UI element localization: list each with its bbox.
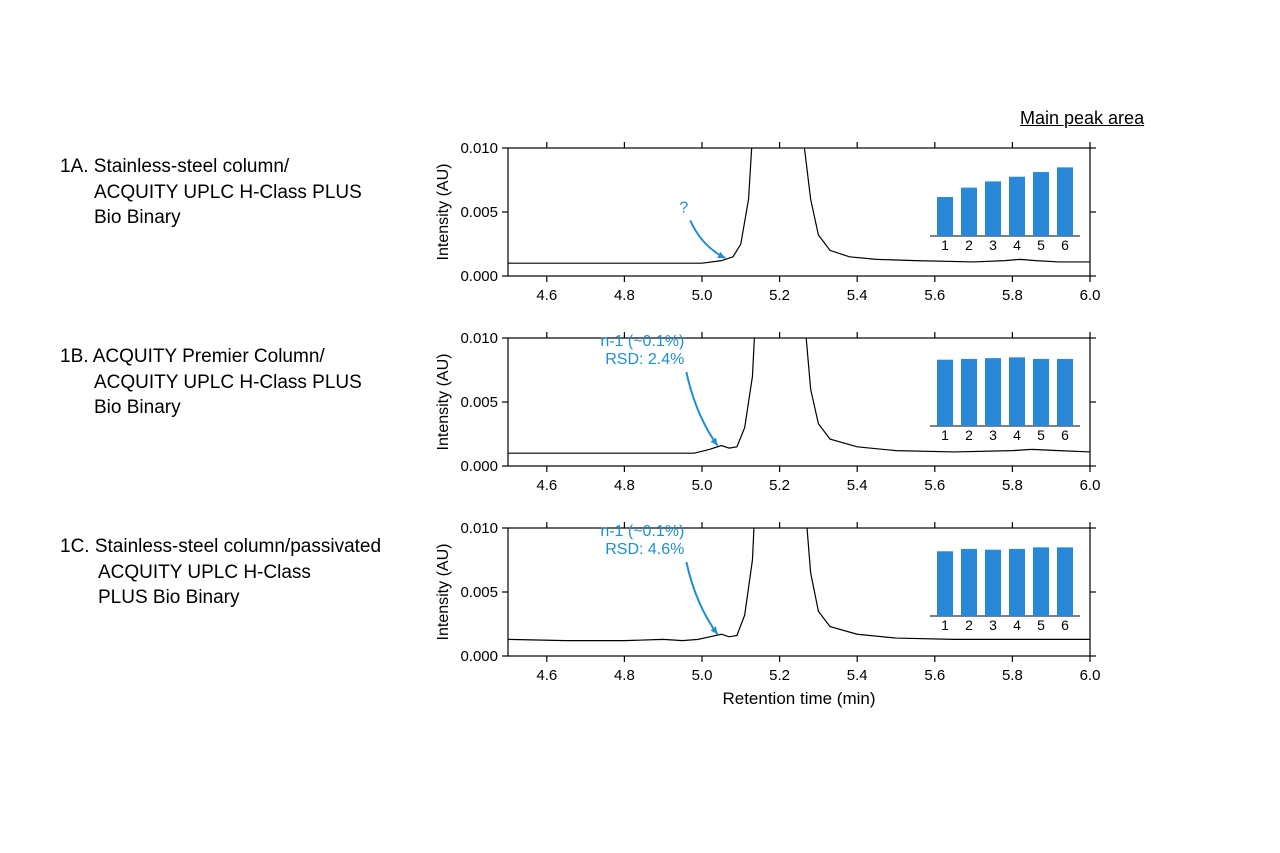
svg-text:Intensity (AU): Intensity (AU) <box>435 164 452 261</box>
svg-text:4.6: 4.6 <box>536 287 557 304</box>
svg-text:4.8: 4.8 <box>614 667 635 684</box>
svg-text:n-1 (~0.1%): n-1 (~0.1%) <box>600 333 684 350</box>
svg-text:6.0: 6.0 <box>1080 667 1101 684</box>
svg-text:4.6: 4.6 <box>536 667 557 684</box>
svg-text:3: 3 <box>989 237 997 253</box>
svg-text:5.2: 5.2 <box>769 477 790 494</box>
svg-text:0.010: 0.010 <box>460 330 498 347</box>
svg-text:0.010: 0.010 <box>460 520 498 537</box>
svg-text:5.8: 5.8 <box>1002 287 1023 304</box>
svg-text:0.000: 0.000 <box>460 268 498 285</box>
svg-text:0.010: 0.010 <box>460 140 498 157</box>
svg-text:4.8: 4.8 <box>614 287 635 304</box>
svg-text:5.4: 5.4 <box>847 287 868 304</box>
svg-text:6: 6 <box>1061 237 1069 253</box>
panel-label-C: 1C. Stainless-steel column/passivatedACQ… <box>60 534 430 611</box>
svg-text:5: 5 <box>1037 427 1045 443</box>
panel-label-A: 1A. Stainless-steel column/ACQUITY UPLC … <box>60 154 430 231</box>
svg-text:4: 4 <box>1013 617 1021 633</box>
svg-text:5.0: 5.0 <box>692 477 713 494</box>
svg-text:RSD: 2.4%: RSD: 2.4% <box>605 351 684 368</box>
svg-text:5.0: 5.0 <box>692 667 713 684</box>
panel-label-B: 1B. ACQUITY Premier Column/ACQUITY UPLC … <box>60 344 430 421</box>
svg-text:6: 6 <box>1061 427 1069 443</box>
svg-text:5.2: 5.2 <box>769 667 790 684</box>
svg-text:0.000: 0.000 <box>460 648 498 665</box>
chromatogram-A: 0.000 0.005 0.010 4.6 4.8 5.0 5.2 5.4 5.6 5.8 6.0 I… <box>430 140 1190 330</box>
svg-text:5.6: 5.6 <box>924 287 945 304</box>
svg-text:3: 3 <box>989 617 997 633</box>
svg-text:1: 1 <box>941 617 949 633</box>
svg-text:6.0: 6.0 <box>1080 287 1101 304</box>
svg-text:0.000: 0.000 <box>460 458 498 475</box>
svg-text:1: 1 <box>941 427 949 443</box>
svg-text:2: 2 <box>965 617 973 633</box>
svg-text:5.8: 5.8 <box>1002 667 1023 684</box>
svg-text:n-1 (~0.1%): n-1 (~0.1%) <box>600 523 684 540</box>
svg-text:5.4: 5.4 <box>847 667 868 684</box>
svg-text:4.8: 4.8 <box>614 477 635 494</box>
svg-text:2: 2 <box>965 237 973 253</box>
inset-title: Main peak area <box>1020 108 1144 129</box>
svg-text:5.8: 5.8 <box>1002 477 1023 494</box>
svg-text:5.0: 5.0 <box>692 287 713 304</box>
svg-text:5.6: 5.6 <box>924 477 945 494</box>
svg-text:4: 4 <box>1013 427 1021 443</box>
svg-text:5: 5 <box>1037 617 1045 633</box>
svg-text:Retention time (min): Retention time (min) <box>722 689 875 708</box>
svg-text:3: 3 <box>989 427 997 443</box>
svg-text:4.6: 4.6 <box>536 477 557 494</box>
svg-text:0.005: 0.005 <box>460 584 498 601</box>
svg-text:5.4: 5.4 <box>847 477 868 494</box>
svg-text:5: 5 <box>1037 237 1045 253</box>
svg-text:2: 2 <box>965 427 973 443</box>
svg-text:0.005: 0.005 <box>460 204 498 221</box>
svg-text:Intensity (AU): Intensity (AU) <box>435 354 452 451</box>
chromatogram-C: 0.000 0.005 0.010 4.6 4.8 5.0 5.2 5.4 5.6 5.8 6.0 I… <box>430 520 1190 710</box>
svg-text:6.0: 6.0 <box>1080 477 1101 494</box>
chromatogram-B: 0.000 0.005 0.010 4.6 4.8 5.0 5.2 5.4 5.6 5.8 6.0 I… <box>430 330 1190 520</box>
svg-text:0.005: 0.005 <box>460 394 498 411</box>
svg-text:4: 4 <box>1013 237 1021 253</box>
svg-text:1: 1 <box>941 237 949 253</box>
svg-text:5.2: 5.2 <box>769 287 790 304</box>
svg-text:6: 6 <box>1061 617 1069 633</box>
svg-text:RSD: 4.6%: RSD: 4.6% <box>605 541 684 558</box>
svg-text:5.6: 5.6 <box>924 667 945 684</box>
svg-text:Intensity (AU): Intensity (AU) <box>435 544 452 641</box>
svg-text:?: ? <box>679 199 688 216</box>
